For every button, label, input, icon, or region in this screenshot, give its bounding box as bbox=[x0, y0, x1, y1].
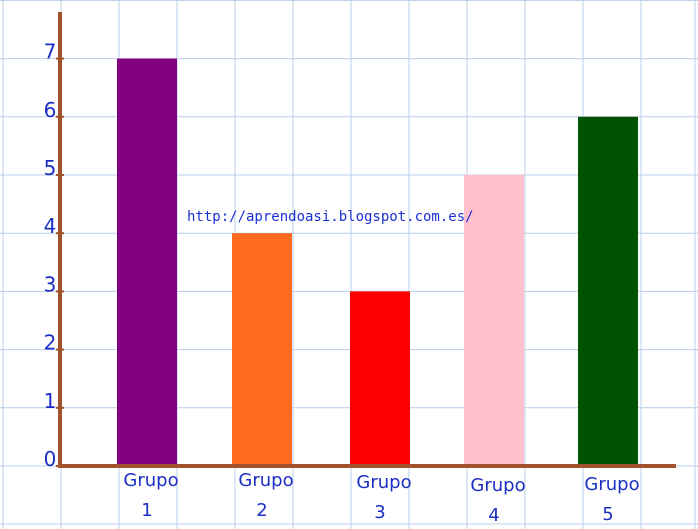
y-tick-label: 5 bbox=[44, 156, 57, 180]
y-tick-label: 4 bbox=[44, 214, 57, 238]
category-label-line1: Grupo bbox=[238, 470, 293, 491]
bar-grupo-1 bbox=[117, 58, 177, 466]
y-tick-label: 6 bbox=[44, 98, 57, 122]
x-category-labels: Grupo 1 Grupo 2 Grupo 3 Grupo 4 Grupo 5 bbox=[123, 470, 639, 526]
watermark-text: http://aprendoasi.blogspot.com.es/ bbox=[187, 209, 474, 225]
bar-grupo-5 bbox=[578, 116, 638, 467]
category-label-line2: 3 bbox=[374, 502, 385, 523]
category-label-line1: Grupo bbox=[356, 472, 411, 493]
category-label-line1: Grupo bbox=[123, 470, 178, 491]
category-label-line2: 2 bbox=[256, 500, 267, 521]
category-label-line2: 5 bbox=[602, 504, 613, 525]
category-label-line2: 1 bbox=[141, 500, 152, 521]
y-tick-label: 1 bbox=[44, 389, 57, 413]
y-tick-labels: 0 1 2 3 4 5 6 7 bbox=[44, 40, 64, 471]
bar-grupo-3 bbox=[350, 291, 410, 466]
bars-group bbox=[117, 58, 638, 467]
category-label-line2: 4 bbox=[488, 505, 499, 526]
bar-grupo-2 bbox=[232, 233, 292, 466]
y-tick-label: 2 bbox=[44, 331, 57, 355]
y-tick-label: 7 bbox=[44, 40, 57, 64]
bar-grupo-4 bbox=[464, 175, 524, 466]
category-label-line1: Grupo bbox=[584, 474, 639, 495]
y-tick-label: 3 bbox=[44, 272, 57, 296]
category-label-line1: Grupo bbox=[470, 475, 525, 496]
y-tick-label: 0 bbox=[44, 447, 57, 471]
axes-group bbox=[58, 12, 676, 468]
